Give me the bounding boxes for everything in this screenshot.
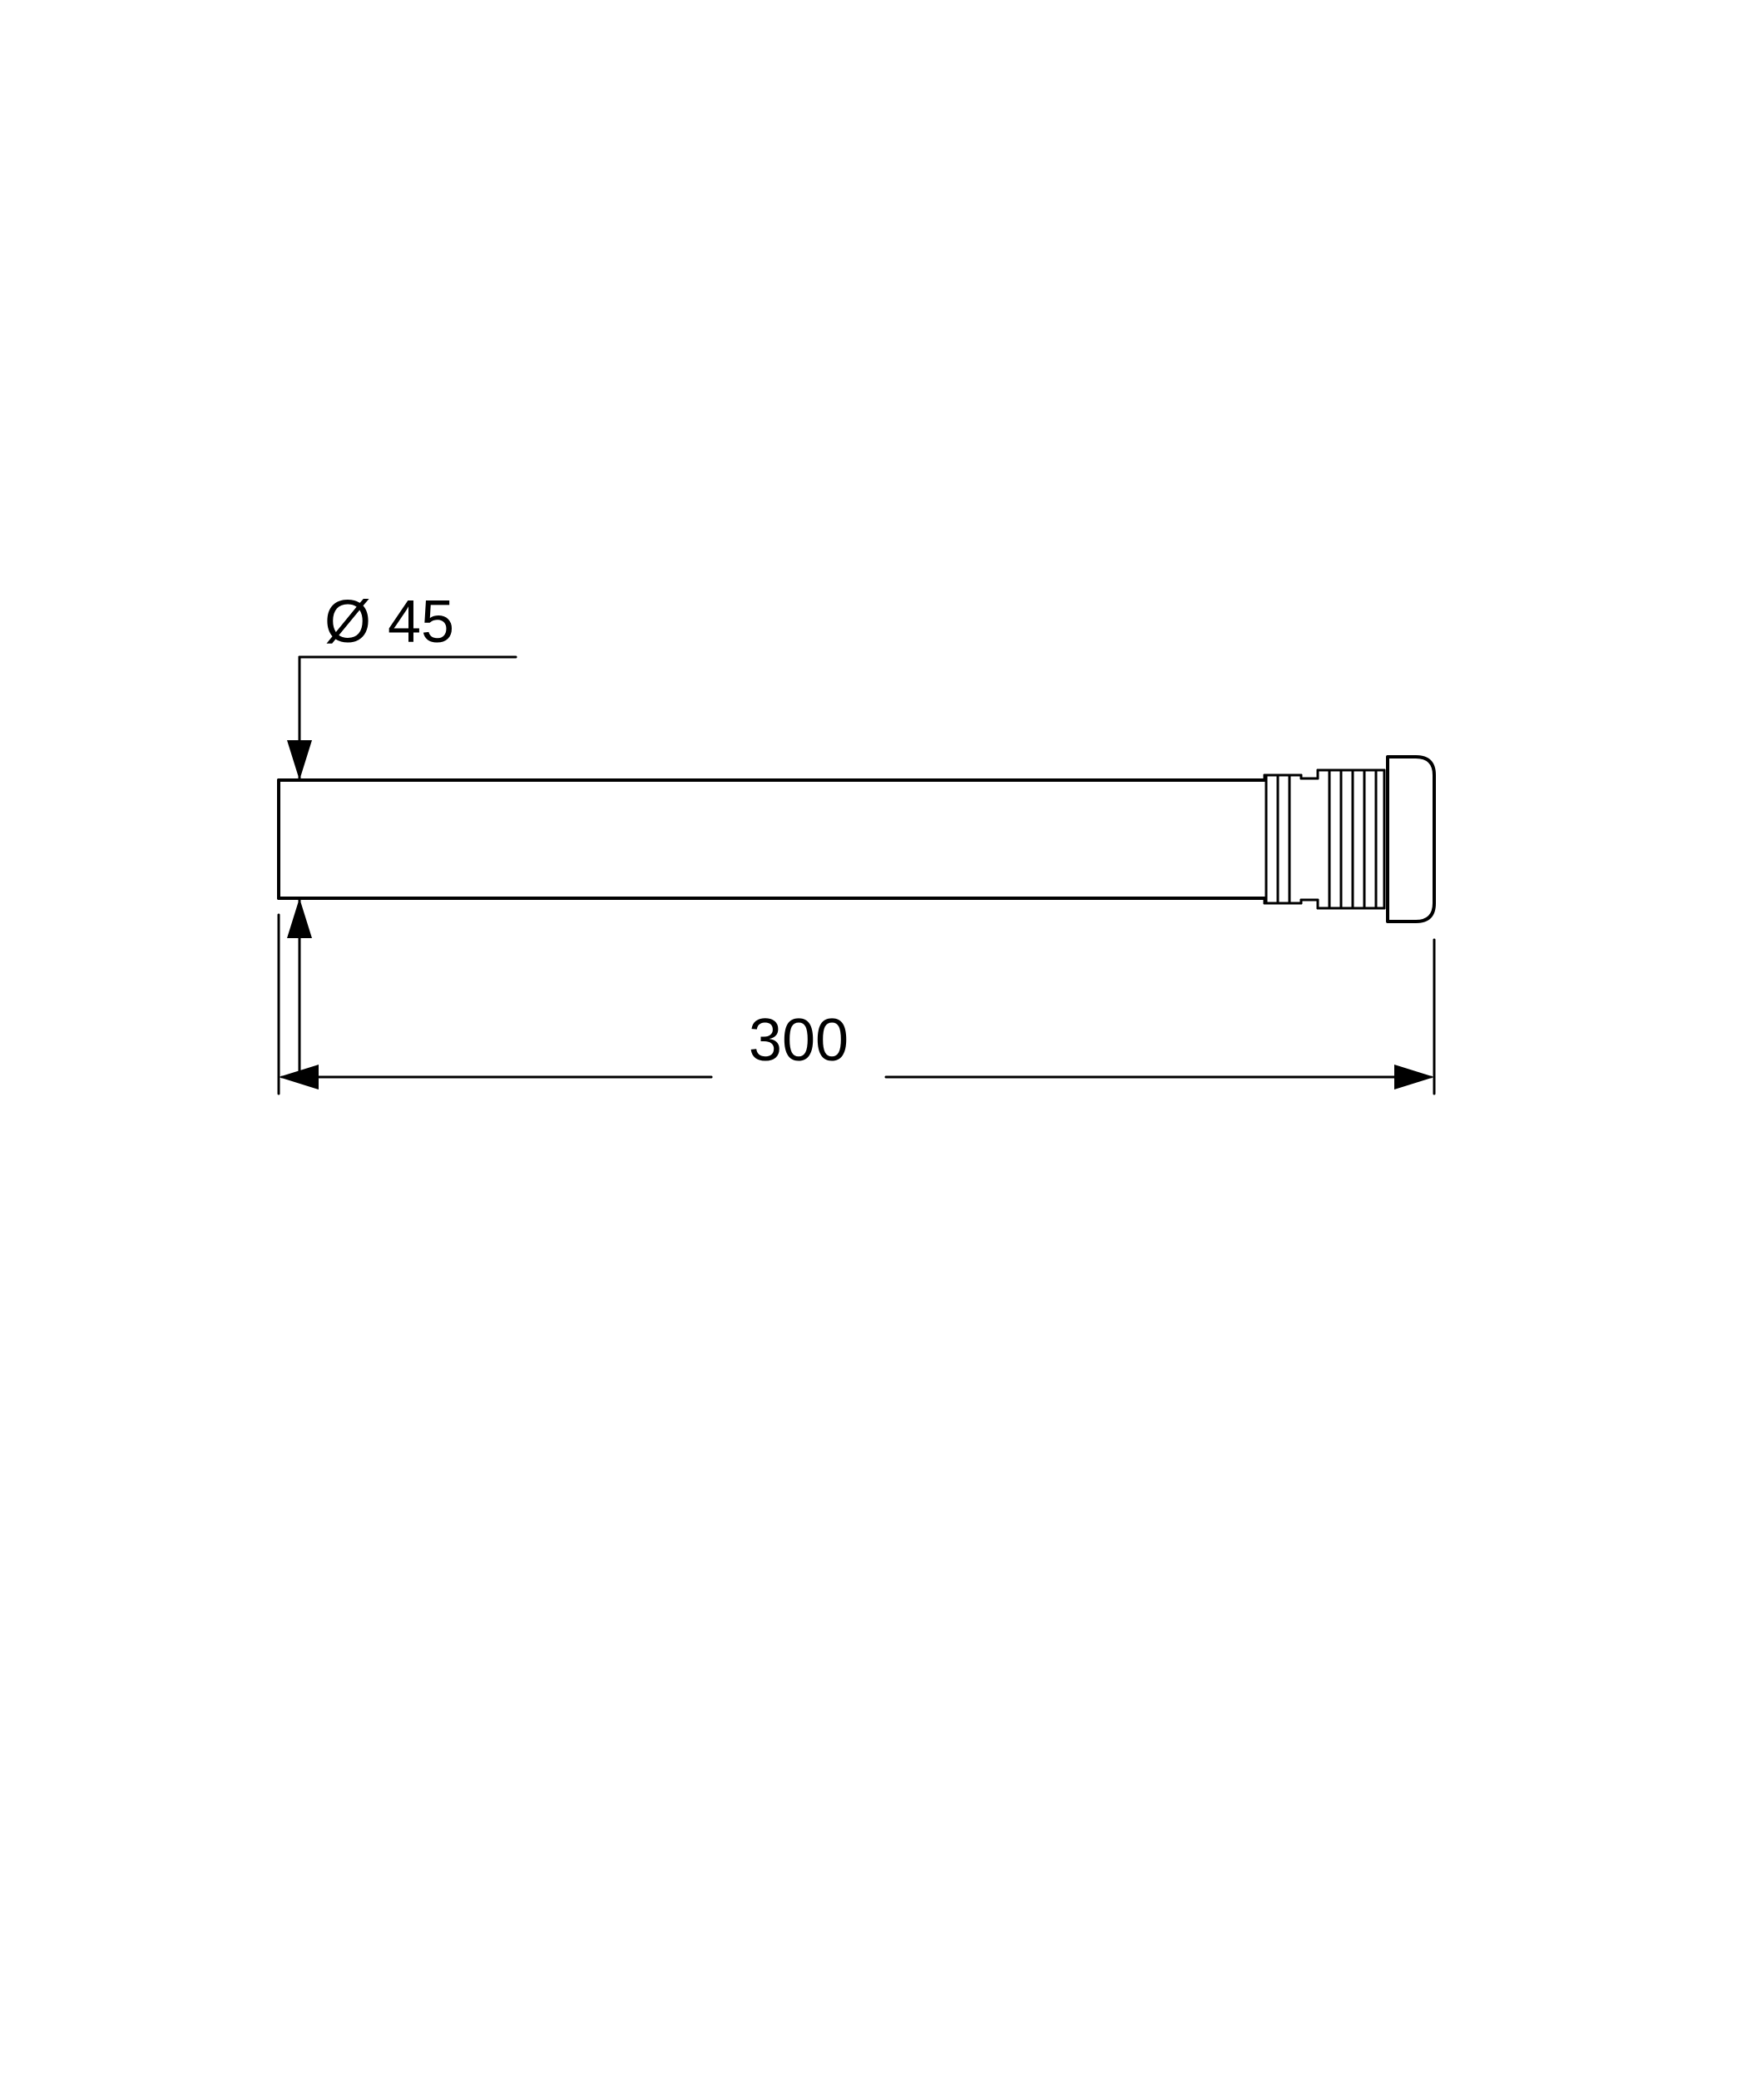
dimension-length: 300 [279, 915, 1434, 1094]
dimension-diameter: Ø 45 [287, 589, 516, 1073]
technical-drawing: Ø 45 300 [0, 0, 1752, 2100]
tube-body [279, 780, 1265, 898]
diameter-label: Ø 45 [324, 589, 454, 655]
threaded-end [1265, 757, 1434, 922]
length-label: 300 [749, 1007, 849, 1074]
